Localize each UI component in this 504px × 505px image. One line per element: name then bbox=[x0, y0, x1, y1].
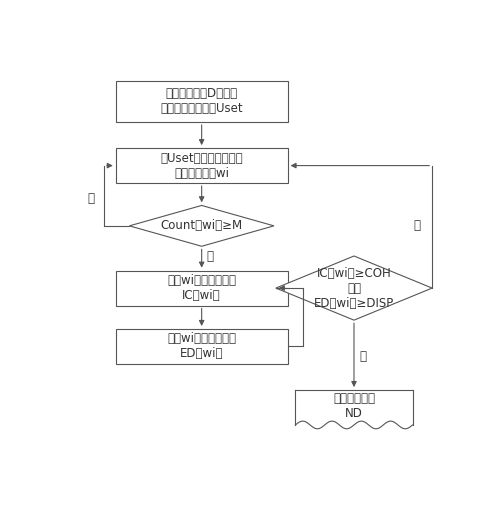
Text: 网络新词词库
ND: 网络新词词库 ND bbox=[333, 391, 375, 420]
Text: IC（wi）≥COH
而且
ED（wi）≥DISP: IC（wi）≥COH 而且 ED（wi）≥DISP bbox=[314, 267, 394, 310]
Text: 否: 否 bbox=[88, 192, 95, 205]
Text: 否: 否 bbox=[413, 219, 420, 232]
FancyBboxPatch shape bbox=[116, 329, 288, 364]
Text: 从Uset中取出其中一个
未处理的字串wi: 从Uset中取出其中一个 未处理的字串wi bbox=[160, 152, 243, 180]
FancyBboxPatch shape bbox=[116, 81, 288, 122]
Text: 是: 是 bbox=[359, 349, 366, 363]
Text: 计算wi的外部离散度
ED（wi）: 计算wi的外部离散度 ED（wi） bbox=[167, 332, 236, 361]
FancyBboxPatch shape bbox=[116, 148, 288, 183]
Polygon shape bbox=[276, 256, 432, 320]
Text: 计算wi的内部聚合度
IC（wi）: 计算wi的内部聚合度 IC（wi） bbox=[167, 274, 236, 302]
Text: Count（wi）≥M: Count（wi）≥M bbox=[161, 219, 243, 232]
Text: 对网络语料库D进行切
词，获得字串全集Uset: 对网络语料库D进行切 词，获得字串全集Uset bbox=[160, 87, 243, 116]
FancyBboxPatch shape bbox=[116, 271, 288, 306]
Text: 是: 是 bbox=[207, 249, 214, 263]
Polygon shape bbox=[130, 206, 274, 246]
